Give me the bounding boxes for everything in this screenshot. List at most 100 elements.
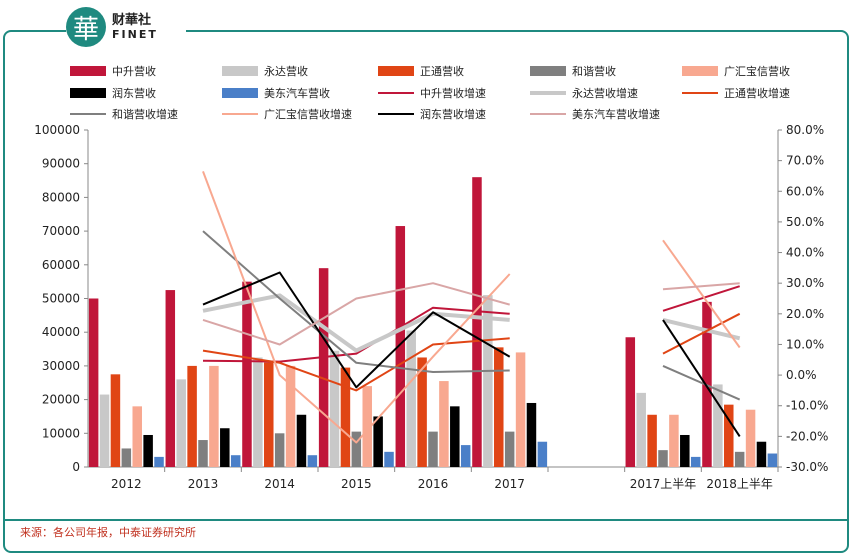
x-tick-label: 2012 xyxy=(111,477,142,491)
legend-label: 美东汽车营收 xyxy=(264,86,330,100)
legend-label: 永达营收增速 xyxy=(572,86,638,100)
bar xyxy=(537,441,548,467)
bar xyxy=(362,386,372,467)
legend-label: 润东营收 xyxy=(112,86,156,100)
bar xyxy=(373,416,383,467)
right-tick-label: -30.0% xyxy=(786,460,828,474)
brand-text: 财華社 FINET xyxy=(112,14,158,40)
left-tick-label: 100000 xyxy=(34,123,80,137)
growth-line xyxy=(202,271,511,389)
left-tick-label: 0 xyxy=(72,460,80,474)
bar xyxy=(351,431,362,467)
right-tick-label: 80.0% xyxy=(786,123,824,137)
x-tick-label: 2014 xyxy=(264,477,295,491)
bar xyxy=(658,450,668,467)
right-tick-label: 20.0% xyxy=(786,307,824,321)
growth-line xyxy=(202,337,510,392)
brand-name-en: FINET xyxy=(112,28,158,41)
bar xyxy=(460,445,471,467)
bar xyxy=(384,451,394,467)
bar xyxy=(285,365,296,467)
chart-frame xyxy=(3,30,849,553)
growth-line xyxy=(202,306,510,363)
right-tick-label: 60.0% xyxy=(786,184,824,198)
hua-seal-icon: 華 xyxy=(66,7,106,47)
bar xyxy=(395,226,406,467)
bar xyxy=(636,392,646,467)
bar xyxy=(417,357,427,467)
bar xyxy=(450,406,460,467)
left-tick-label: 20000 xyxy=(42,393,80,407)
bar xyxy=(198,440,208,467)
bar xyxy=(143,434,153,467)
growth-line xyxy=(662,285,741,312)
bar xyxy=(99,394,110,467)
bar xyxy=(154,456,164,467)
right-tick-label: 50.0% xyxy=(786,215,824,229)
left-tick-label: 50000 xyxy=(42,292,80,306)
legend-swatch xyxy=(682,66,718,76)
growth-line xyxy=(662,239,741,349)
legend-swatch xyxy=(70,88,106,98)
legend-swatch xyxy=(378,66,414,76)
footer-divider xyxy=(5,519,847,521)
right-tick-label: 70.0% xyxy=(786,154,824,168)
right-tick-label: 0.0% xyxy=(786,368,817,382)
legend-label: 中升营收 xyxy=(112,64,156,78)
right-tick-label: 30.0% xyxy=(786,276,824,290)
bar xyxy=(296,414,307,467)
bar xyxy=(209,365,219,467)
bar xyxy=(472,177,482,467)
bar xyxy=(625,337,636,467)
growth-line xyxy=(202,230,510,373)
bar xyxy=(253,357,263,467)
x-tick-label: 2015 xyxy=(341,477,372,491)
bar xyxy=(713,384,723,467)
bar xyxy=(745,409,756,467)
bar xyxy=(406,330,416,467)
growth-line xyxy=(662,312,741,355)
x-tick-label: 2013 xyxy=(188,477,219,491)
bar xyxy=(494,347,504,467)
right-tick-label: 10.0% xyxy=(786,337,824,351)
x-tick-label: 2017上半年 xyxy=(630,477,697,491)
growth-line xyxy=(662,282,740,291)
bar xyxy=(165,290,176,467)
source-note: 来源：各公司年报，中泰证券研究所 xyxy=(20,526,196,539)
right-tick-label: -10.0% xyxy=(786,399,828,413)
bar xyxy=(680,434,690,467)
bar xyxy=(307,455,318,467)
bar xyxy=(690,456,701,467)
growth-line xyxy=(202,171,511,444)
left-tick-label: 40000 xyxy=(42,325,80,339)
growth-line xyxy=(662,319,741,437)
x-tick-label: 2016 xyxy=(418,477,449,491)
growth-line xyxy=(662,364,741,401)
legend-label: 美东汽车营收增速 xyxy=(572,107,660,121)
legend-label: 广汇宝信营收 xyxy=(724,64,790,78)
legend-label: 永达营收 xyxy=(264,64,308,78)
bar xyxy=(734,451,745,467)
bar xyxy=(230,455,241,467)
brand-name-cn: 财華社 xyxy=(112,13,152,28)
bar xyxy=(318,268,329,467)
bar xyxy=(242,281,252,467)
left-tick-label: 30000 xyxy=(42,359,80,373)
bar xyxy=(329,350,340,467)
bar xyxy=(110,374,121,467)
legend-label: 中升营收增速 xyxy=(420,86,486,100)
legend-swatch xyxy=(222,88,258,98)
growth-line xyxy=(662,317,741,341)
legend-label: 正通营收 xyxy=(420,64,464,78)
bar xyxy=(483,295,493,467)
bar xyxy=(132,406,142,467)
bar xyxy=(439,381,449,467)
left-tick-label: 70000 xyxy=(42,224,80,238)
left-tick-label: 60000 xyxy=(42,258,80,272)
bar xyxy=(428,431,438,467)
legend-label: 润东营收增速 xyxy=(420,107,486,121)
bar xyxy=(669,414,679,467)
legend-label: 和谐营收增速 xyxy=(112,107,178,121)
growth-line xyxy=(202,282,510,346)
